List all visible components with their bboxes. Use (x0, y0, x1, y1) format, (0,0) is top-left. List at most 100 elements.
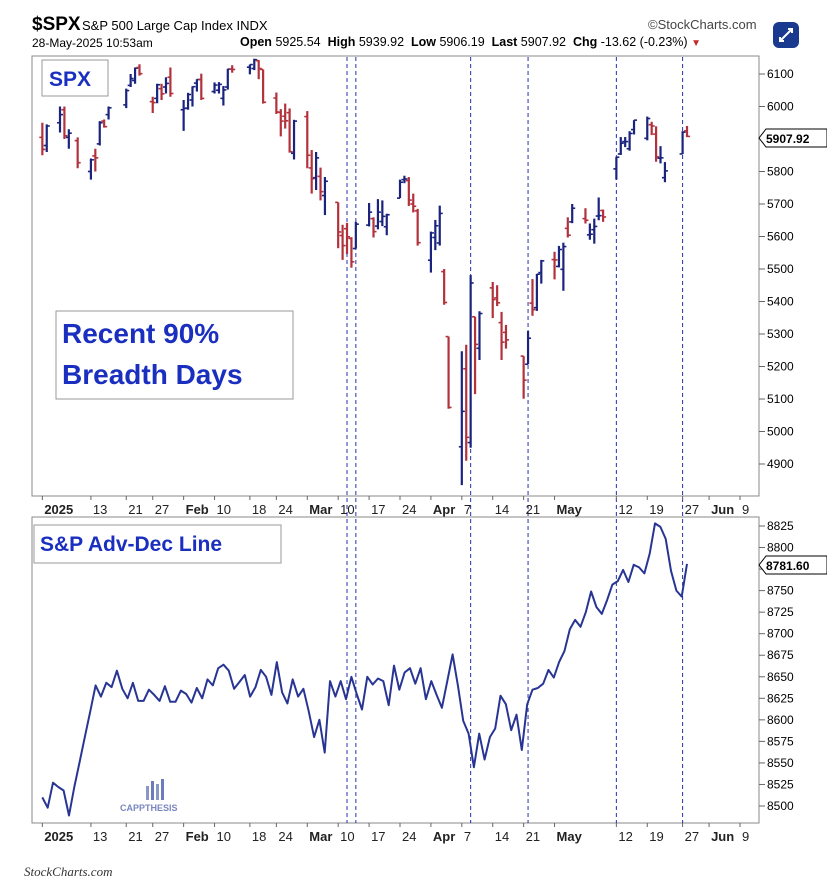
spx-y-tick-label: 5800 (767, 165, 794, 179)
spx-y-tick-label: 5200 (767, 360, 794, 374)
ad-x-tick-label: Feb (186, 829, 209, 844)
spx-ohlc-bar (564, 217, 571, 238)
spx-x-tick-label: 27 (155, 502, 169, 517)
spx-ohlc-bar (427, 231, 434, 273)
spx-ohlc-bar (366, 203, 373, 227)
spx-ohlc-bar (304, 111, 311, 169)
quote-bar: Open 5925.54 High 5939.92 Low 5906.19 La… (240, 35, 701, 49)
spx-ohlc-bar (313, 152, 320, 191)
spx-ohlc-bar (538, 259, 545, 284)
ad-y-tick-label: 8675 (767, 648, 794, 662)
spx-ohlc-bar (626, 131, 633, 151)
spx-ohlc-bar (467, 275, 474, 448)
spx-ohlc-bar (215, 82, 222, 94)
spx-ohlc-bar (525, 331, 532, 366)
spx-y-tick-label: 5000 (767, 425, 794, 439)
ad-x-tick-label: 21 (128, 829, 142, 844)
spx-ohlc-bar (370, 217, 377, 238)
ad-y-tick-label: 8500 (767, 799, 794, 813)
ad-y-tick-label: 8825 (767, 519, 794, 533)
spx-ohlc-bar (158, 83, 165, 100)
low-label: Low (410, 35, 436, 49)
spx-ohlc-bar (560, 242, 567, 291)
ad-panel-frame (31, 516, 760, 824)
spx-ohlc-bar (653, 126, 660, 162)
spx-ohlc-bar (198, 73, 205, 100)
spx-ohlc-bar (401, 175, 408, 184)
spx-ohlc-bar (498, 311, 505, 360)
spx-ohlc-bar (220, 86, 227, 106)
spx-last-value: 5907.92 (766, 132, 810, 146)
ad-x-tick-label: 24 (278, 829, 292, 844)
spx-ohlc-bar (520, 355, 527, 399)
annotation-box (55, 310, 294, 400)
spx-ohlc-bar (445, 335, 452, 409)
ad-x-tick-label: 7 (464, 829, 471, 844)
spx-ohlc-bar (149, 96, 156, 113)
spx-ohlc-bar (595, 197, 602, 221)
spx-ohlc-bar (277, 109, 284, 137)
spx-label-box (41, 59, 109, 97)
spx-ohlc-bar (308, 150, 315, 194)
spx-ohlc-bar (489, 282, 496, 319)
change-value: -13.62 (-0.23%) (600, 35, 688, 49)
spx-ohlc-bar (344, 222, 351, 255)
ad-x-tick-label: 24 (402, 829, 416, 844)
annotation-line-2: Breadth Days (62, 359, 243, 390)
ad-x-tick-label: 10 (340, 829, 354, 844)
spx-ohlc-bar (260, 68, 267, 104)
spx-x-tick-label: 17 (371, 502, 385, 517)
exchange-label: INDX (236, 18, 268, 33)
spx-ohlc-bar (185, 92, 192, 110)
ad-x-tick-label: 2025 (44, 829, 73, 844)
spx-ohlc-bar (282, 103, 289, 129)
spx-y-tick-label: 6000 (767, 100, 794, 114)
spx-y-tick-label: 5300 (767, 327, 794, 341)
spx-x-tick-label: Apr (433, 502, 455, 517)
spx-x-tick-label: 7 (464, 502, 471, 517)
spx-y-tick-label: 5500 (767, 262, 794, 276)
ad-x-tick-label: Jun (711, 829, 734, 844)
ad-y-tick-label: 8625 (767, 691, 794, 705)
watermark-text: CAPPTHESIS (120, 803, 178, 813)
capp-thesis-logo: CAPPTHESIS (120, 779, 178, 813)
spx-last-value-tag: 5907.92 (758, 128, 827, 148)
spx-ohlc-bar (600, 209, 607, 222)
ad-x-tick-label: 18 (252, 829, 266, 844)
ad-y-tick-label: 8525 (767, 777, 794, 791)
spx-y-tick-label: 5100 (767, 392, 794, 406)
spx-ohlc-bar (246, 63, 253, 75)
spx-ohlc-bar (586, 223, 593, 240)
spx-ohlc-bar (317, 167, 324, 201)
spx-x-tick-label: Mar (309, 502, 332, 517)
footer-brand: StockCharts.com (24, 864, 113, 879)
spx-ohlc-bar (622, 137, 629, 148)
ad-y-tick-label: 8700 (767, 627, 794, 641)
share-button[interactable] (773, 22, 799, 48)
spx-ohlc-bar (458, 351, 465, 486)
ad-x-tick-label: 27 (155, 829, 169, 844)
spx-ohlc-bar (335, 201, 342, 249)
spx-ohlc-bar (476, 311, 483, 360)
spx-ohlc-bar (167, 67, 174, 97)
ad-y-tick-label: 8750 (767, 584, 794, 598)
spx-x-tick-label: 21 (526, 502, 540, 517)
spx-ohlc-bar (591, 218, 598, 244)
spx-ohlc-bar (441, 269, 448, 305)
spx-ohlc-bar (123, 88, 130, 109)
spx-x-tick-label: 18 (252, 502, 266, 517)
spx-ohlc-bar (405, 177, 412, 206)
spx-ohlc-bar (154, 83, 161, 104)
spx-x-tick-label: 24 (278, 502, 292, 517)
open-label: Open (240, 35, 272, 49)
ad-x-tick-label: 14 (495, 829, 509, 844)
spx-x-tick-label: 9 (742, 502, 749, 517)
spx-ohlc-bar (74, 137, 81, 169)
spx-ohlc-bar (472, 315, 479, 395)
spx-x-tick-label: Jun (711, 502, 734, 517)
index-full-name: S&P 500 Large Cap Index (82, 18, 233, 33)
spx-ohlc-bar (65, 129, 72, 149)
ad-last-value-tag: 8781.60 (758, 555, 827, 575)
spx-ohlc-bar (39, 122, 46, 156)
spx-ohlc-bar (679, 131, 686, 155)
